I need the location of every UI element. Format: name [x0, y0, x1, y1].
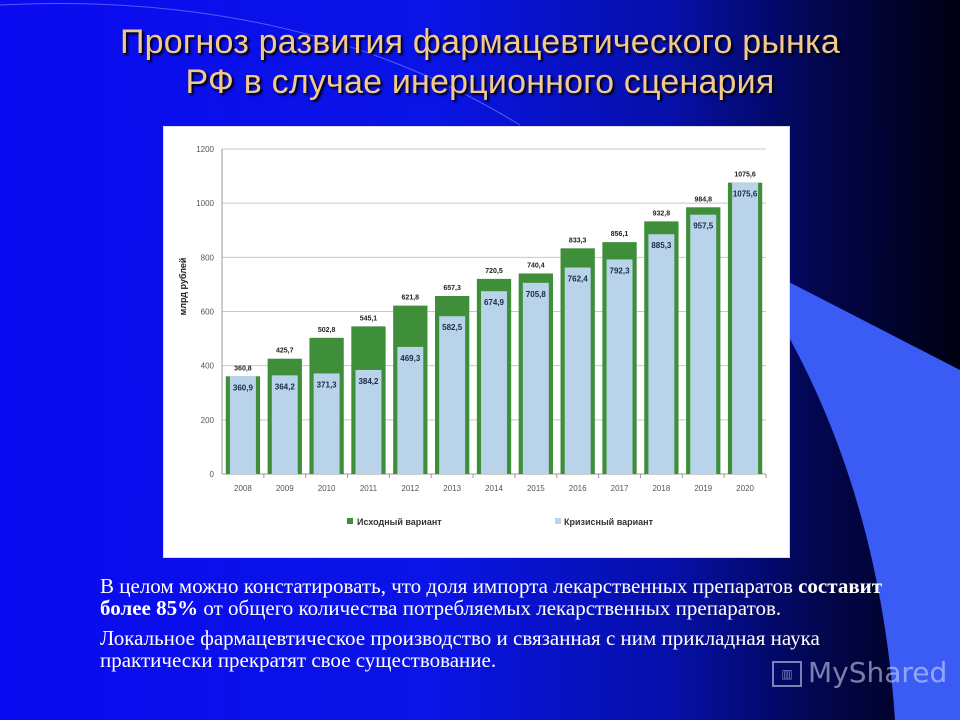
bar-crisis-2012 [397, 346, 424, 474]
bar-label-base: 984,8 [694, 196, 712, 203]
y-tick-label: 200 [201, 416, 215, 425]
x-tick-label: 2012 [401, 484, 419, 493]
x-tick-label: 2018 [652, 484, 670, 493]
bar-label-crisis: 762,4 [568, 275, 589, 284]
y-tick-label: 800 [201, 253, 215, 262]
x-tick-label: 2011 [360, 484, 378, 493]
x-tick-label: 2009 [276, 484, 294, 493]
bar-label-crisis: 674,9 [484, 298, 505, 307]
bar-crisis-2018 [648, 234, 675, 474]
chart-panel: 0 200 400 600 800 1000 1200 млрд рублей 360,8 360… [163, 126, 790, 558]
watermark-text: MyShared [808, 656, 948, 689]
legend-label-base: Исходный вариант [357, 517, 442, 527]
bar-label-crisis: 371,3 [317, 380, 338, 389]
x-tick-label: 2013 [443, 484, 461, 493]
y-tick-label: 1200 [196, 145, 214, 154]
bar-label-base: 502,8 [318, 327, 336, 334]
y-tick-label: 400 [201, 362, 215, 371]
bar-chart: 0 200 400 600 800 1000 1200 млрд рублей 360,8 360… [178, 145, 767, 527]
bar-label-base: 833,3 [569, 237, 587, 244]
x-tick-label: 2017 [611, 484, 629, 493]
y-tick-label: 0 [210, 470, 215, 479]
x-tick-label: 2010 [318, 484, 336, 493]
paragraph-emphasis: составит более 85% [100, 574, 883, 620]
bar-crisis-2020 [732, 182, 759, 475]
bar-label-crisis: 582,5 [442, 323, 463, 332]
bar-crisis-2013 [439, 316, 466, 474]
bar-label-crisis: 469,3 [400, 354, 421, 363]
bar-label-base: 932,8 [653, 210, 671, 217]
x-tick-label: 2016 [569, 484, 587, 493]
bar-label-crisis: 792,3 [610, 266, 631, 275]
bar-crisis-2011 [355, 369, 382, 474]
bar-crisis-2010 [313, 373, 340, 474]
bar-label-base: 740,4 [527, 262, 545, 269]
bar-label-base: 1075,6 [734, 172, 756, 179]
legend-label-crisis: Кризисный вариант [564, 517, 654, 527]
paragraph-text: от общего количества потребляемых лекарс… [198, 596, 782, 620]
y-axis-label: млрд рублей [178, 258, 188, 316]
bar-crisis-2019 [690, 214, 717, 474]
bar-label-crisis: 384,2 [358, 377, 379, 386]
bar-label-base: 856,1 [611, 231, 629, 238]
bar-label-crisis: 705,8 [526, 290, 547, 299]
slide-title: Прогноз развития фармацевтического рынка… [0, 22, 960, 102]
presentation-board-icon: ▥ [772, 661, 802, 687]
bar-label-crisis: 360,9 [233, 383, 254, 392]
bar-crisis-2008 [229, 376, 256, 474]
x-tick-label: 2008 [234, 484, 252, 493]
bar-label-base: 720,5 [485, 268, 503, 275]
bar-label-base: 657,3 [443, 285, 461, 292]
legend-swatch-base [347, 518, 353, 524]
paragraph-text: В целом можно констатировать, что доля и… [100, 574, 799, 598]
bar-crisis-2009 [271, 375, 298, 474]
bar-label-base: 360,8 [234, 365, 252, 372]
bar-label-crisis: 364,2 [275, 382, 296, 391]
y-tick-label: 1000 [196, 199, 214, 208]
y-tick-label: 600 [201, 308, 215, 317]
bar-label-crisis: 1075,6 [733, 190, 758, 199]
title-line-2: РФ в случае инерционного сценария [185, 63, 775, 101]
bar-label-base: 425,7 [276, 348, 294, 355]
paragraph-import-share: В целом можно констатировать, что доля и… [100, 575, 920, 619]
bar-crisis-2016 [564, 267, 591, 474]
watermark: ▥ MyShared [772, 656, 947, 689]
bar-label-crisis: 957,5 [693, 222, 714, 231]
legend-swatch-crisis [555, 518, 561, 524]
x-tick-label: 2019 [694, 484, 712, 493]
bar-crisis-2017 [606, 259, 633, 474]
x-tick-label: 2020 [736, 484, 754, 493]
x-tick-label: 2014 [485, 484, 503, 493]
bar-label-crisis: 885,3 [651, 241, 672, 250]
x-tick-label: 2015 [527, 484, 545, 493]
bar-crisis-2015 [522, 282, 549, 474]
bar-label-base: 545,1 [360, 315, 378, 322]
paragraph-local-production: Локальное фармацевтическое производство … [100, 626, 820, 672]
bar-label-base: 621,8 [402, 295, 420, 302]
title-line-1: Прогноз развития фармацевтического рынка [120, 23, 840, 61]
slide-body: В целом можно констатировать, что доля и… [100, 575, 920, 679]
bar-crisis-2014 [481, 291, 507, 474]
